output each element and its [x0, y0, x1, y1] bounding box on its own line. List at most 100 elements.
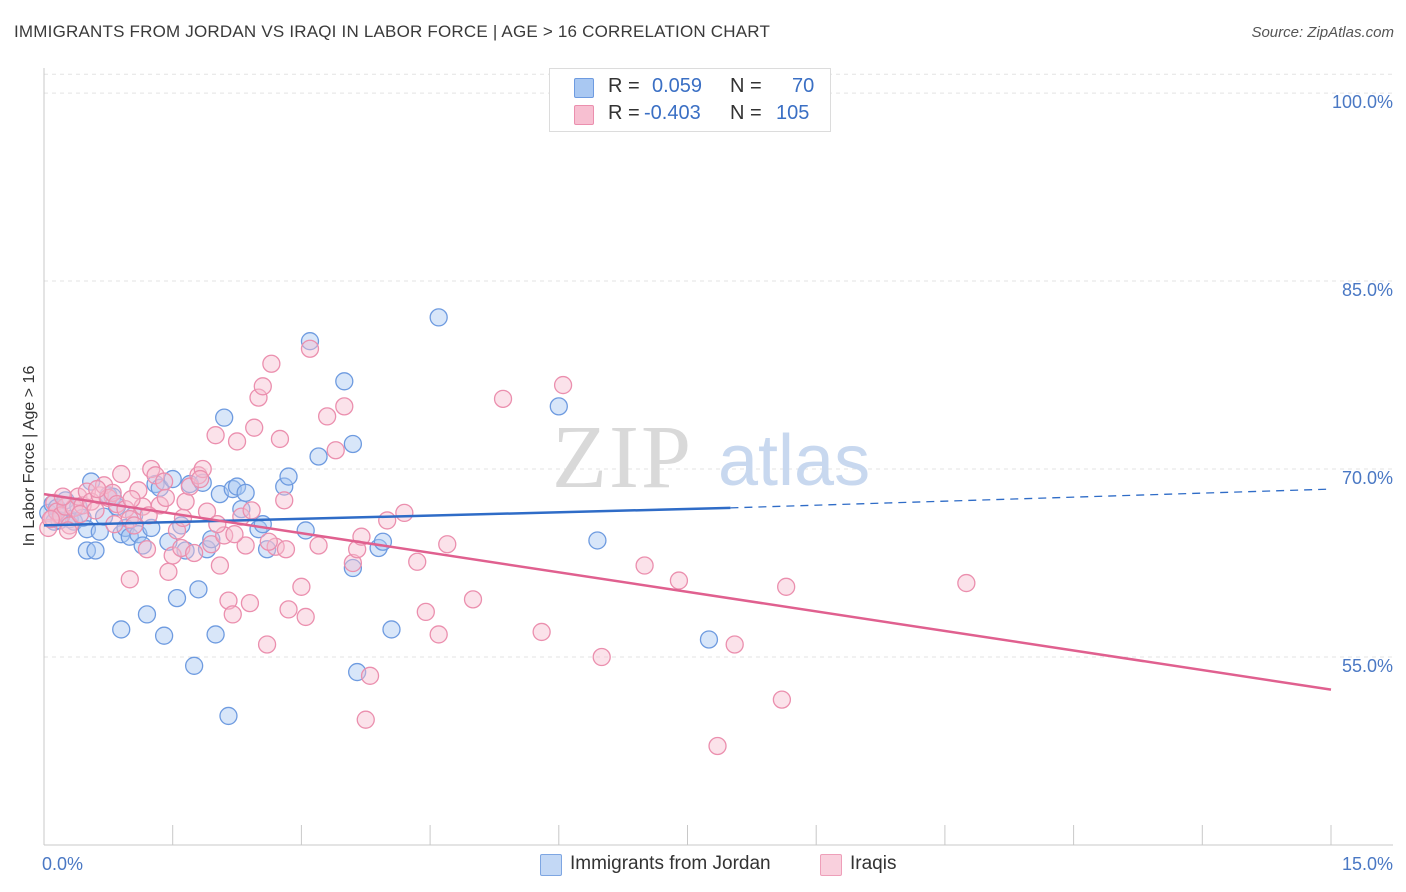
y-tick-label-3: 55.0%: [1342, 656, 1393, 676]
legend-item-iraqi[interactable]: Iraqis: [820, 853, 920, 877]
stats-swatch-jordan: [574, 78, 594, 98]
legend-label-jordan: Immigrants from Jordan: [570, 853, 771, 874]
stats-n-value-iraqi: 105: [776, 102, 810, 124]
iraqi-point-64: [326, 441, 345, 460]
iraqi-point-63: [317, 407, 337, 426]
jordan-point-60: [343, 558, 363, 578]
jordan-point-42: [206, 625, 225, 644]
iraqi-point-61: [300, 339, 320, 358]
stats-r-value-iraqi: -0.403: [644, 102, 701, 124]
iraqi-point-96: [156, 488, 175, 508]
jordan-point-53: [275, 477, 294, 496]
grid: [44, 73, 1393, 658]
jordan-point-56: [300, 332, 320, 351]
jordan-point-55: [296, 521, 315, 540]
iraqi-point-29: [154, 472, 174, 491]
jordan-point-68: [699, 630, 719, 649]
iraqi-point-94: [122, 489, 141, 509]
iraqi-point-88: [957, 573, 976, 593]
watermark: ZIP atlas: [552, 408, 870, 507]
iraqi-point-58: [279, 600, 298, 619]
iraqi-point-51: [249, 388, 268, 407]
trend-line-jordan-extension: [730, 488, 1332, 509]
iraqi-point-30: [159, 562, 178, 581]
iraqi-point-78: [493, 389, 513, 409]
iraqi-point-40: [202, 535, 221, 554]
stats-n-label: N =: [730, 102, 762, 124]
stats-swatch-iraqi: [574, 105, 594, 125]
iraqi-point-101: [242, 501, 261, 520]
jordan-point-33: [167, 588, 187, 608]
stats-r-value-jordan: 0.059: [652, 75, 703, 97]
iraqi-point-36: [184, 543, 204, 563]
trend-lines: [43, 488, 1332, 691]
iraqi-point-100: [225, 525, 244, 544]
iraqi-point-69: [356, 710, 375, 729]
iraqi-point-97: [173, 508, 193, 528]
iraqi-point-104: [58, 521, 78, 540]
jordan-point-49: [236, 483, 255, 502]
iraqi-point-65: [335, 397, 354, 416]
iraqi-point-102: [259, 532, 278, 551]
jordan-point-67: [588, 531, 607, 550]
iraqi-point-12: [86, 501, 105, 520]
iraqi-point-91: [70, 504, 90, 524]
iraqi-point-34: [176, 492, 195, 511]
iraqi-point-87: [777, 577, 796, 596]
iraqi-point-85: [725, 635, 744, 654]
iraqi-point-77: [463, 590, 483, 609]
chart-title: IMMIGRANTS FROM JORDAN VS IRAQI IN LABOR…: [14, 22, 771, 41]
iraqi-point-71: [378, 511, 397, 530]
y-tick-label-0: 100.0%: [1332, 92, 1393, 112]
jordan-point-44: [215, 408, 234, 427]
jordan-point-51: [253, 515, 272, 534]
x-tick-max: 15.0%: [1342, 854, 1393, 874]
iraqi-point-62: [309, 536, 328, 555]
iraqi-point-74: [416, 602, 435, 622]
watermark-atlas: atlas: [718, 421, 870, 501]
watermark-zip: ZIP: [552, 408, 693, 507]
stats-r-label: R =: [608, 102, 640, 124]
iraqi-point-76: [438, 535, 457, 554]
jordan-point-26: [137, 605, 157, 624]
jordan-point-64: [382, 620, 401, 639]
jordan-point-57: [309, 447, 328, 466]
iraqi-point-59: [292, 577, 311, 596]
stats-n-value-jordan: 70: [792, 75, 815, 97]
legend-swatch-jordan: [540, 854, 562, 876]
iraqi-point-80: [553, 375, 573, 395]
stats-r-label: R =: [608, 75, 640, 97]
jordan-point-13: [86, 541, 105, 560]
iraqi-point-18: [112, 464, 131, 484]
iraqi-point-73: [408, 552, 427, 571]
iraqi-point-54: [262, 354, 281, 373]
iraqi-point-82: [635, 556, 654, 575]
jordan-point-37: [184, 656, 204, 675]
iraqi-point-44: [219, 591, 238, 610]
legend-swatch-iraqi: [820, 854, 842, 876]
legend-label-iraqi: Iraqis: [850, 853, 897, 874]
legend-item-jordan[interactable]: Immigrants from Jordan: [540, 853, 800, 877]
iraqi-point-83: [669, 571, 689, 590]
y-axis-label: In Labor Force | Age > 16: [21, 366, 38, 547]
stats-n-label: N =: [730, 75, 762, 97]
iraqi-point-50: [245, 418, 264, 437]
jordan-point-38: [189, 580, 208, 599]
trend-line-jordan: [43, 506, 731, 527]
iraqi-point-86: [772, 690, 792, 709]
iraqi-point-52: [253, 377, 272, 396]
iraqi-point-57: [275, 491, 294, 510]
jordan-point-59: [343, 434, 363, 454]
iraqi-point-42: [210, 556, 230, 575]
y-tick-labels: 100.0% 85.0% 70.0% 55.0%: [1332, 92, 1393, 676]
iraqi-point-49: [240, 593, 260, 613]
x-tick-min: 0.0%: [42, 854, 83, 874]
jordan-point-19: [112, 620, 131, 639]
trend-line-iraqi: [43, 492, 1332, 691]
iraqi-point-92: [88, 479, 107, 499]
iraqi-point-21: [120, 570, 139, 589]
stats-box: R = 0.059 N = 70 R = -0.403 N = 105: [549, 68, 831, 132]
y-tick-label-2: 70.0%: [1342, 468, 1393, 488]
iraqi-point-41: [206, 426, 225, 445]
